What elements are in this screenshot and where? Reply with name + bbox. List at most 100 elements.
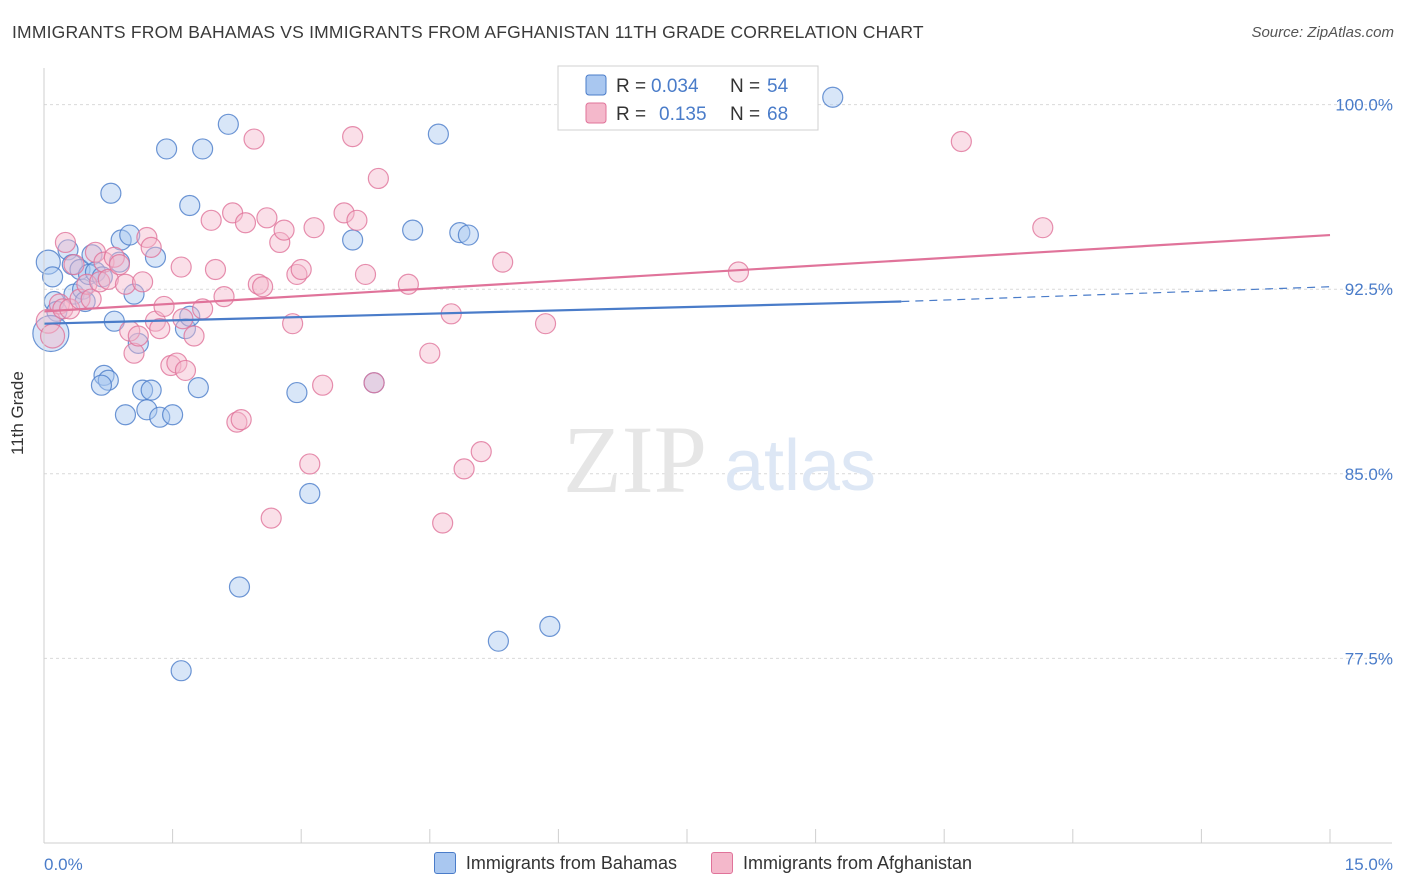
tick-layer: 100.0% 92.5% 85.0% 77.5% 0.0% 15.0% [44, 96, 1393, 874]
bottom-legend-item-afghanistan: Immigrants from Afghanistan [710, 852, 973, 874]
point-afghanistan [213, 285, 235, 308]
point-bahamas [539, 615, 561, 638]
point-bahamas [155, 138, 178, 160]
point-afghanistan [950, 130, 972, 153]
point-bahamas [81, 244, 103, 266]
points-layer [32, 86, 1054, 682]
point-afghanistan [35, 308, 61, 334]
point-afghanistan [470, 441, 492, 463]
point-afghanistan [299, 453, 321, 475]
point-afghanistan [312, 374, 334, 396]
point-afghanistan [367, 167, 389, 190]
point-afghanistan [269, 231, 291, 254]
point-afghanistan [363, 372, 385, 394]
point-bahamas [179, 194, 201, 217]
trend-line-afghanistan [43, 233, 1331, 313]
legend-n-label: N = [730, 104, 760, 125]
x-tick-label-min: 0.0% [44, 855, 83, 874]
point-afghanistan [354, 263, 377, 286]
point-afghanistan [1032, 217, 1054, 239]
point-afghanistan [63, 253, 85, 276]
point-bahamas [299, 482, 321, 505]
point-bahamas [119, 224, 141, 246]
y-tick-label: 77.5% [1345, 649, 1393, 668]
point-bahamas [162, 404, 184, 426]
point-afghanistan [200, 209, 222, 231]
point-afghanistan [260, 507, 282, 529]
point-afghanistan [397, 273, 419, 295]
point-bahamas [449, 222, 471, 244]
point-afghanistan [303, 217, 325, 239]
point-bahamas [487, 630, 509, 652]
point-afghanistan [230, 409, 252, 431]
point-afghanistan [93, 251, 115, 273]
point-afghanistan [492, 251, 514, 273]
legend-n-value-afghanistan: 68 [767, 104, 788, 125]
point-afghanistan [204, 258, 227, 281]
point-bahamas [90, 374, 113, 396]
point-bahamas [100, 182, 122, 204]
point-afghanistan [123, 342, 145, 364]
trend-layer [43, 233, 1331, 325]
y-tick-label: 85.0% [1345, 465, 1393, 484]
point-bahamas [41, 266, 64, 288]
point-afghanistan [97, 268, 119, 290]
legend-r-value-afghanistan: 0.135 [659, 104, 707, 125]
legend-n-value-bahamas: 54 [767, 76, 789, 97]
point-afghanistan [419, 342, 441, 364]
point-afghanistan [234, 212, 257, 234]
point-afghanistan [140, 236, 162, 258]
point-afghanistan [114, 273, 137, 295]
point-afghanistan [174, 359, 197, 382]
point-afghanistan [342, 126, 364, 148]
grid-layer [44, 104, 1392, 659]
point-afghanistan [131, 271, 154, 293]
point-afghanistan [346, 209, 368, 231]
point-bahamas [342, 229, 364, 251]
y-tick-label: 92.5% [1345, 280, 1393, 299]
point-afghanistan [149, 317, 171, 340]
point-afghanistan [243, 128, 265, 150]
legend-box: R = 0.034 N = 54 R = 0.135 N = 68 [557, 65, 819, 131]
point-afghanistan [54, 231, 77, 254]
point-afghanistan [290, 258, 312, 281]
trend-line-bahamas [43, 300, 902, 325]
point-afghanistan [170, 256, 192, 278]
x-tick-label-max: 15.0% [1345, 855, 1393, 874]
legend-r-label: R = [616, 76, 646, 97]
bottom-legend-label-bahamas: Immigrants from Bahamas [465, 852, 677, 873]
bottom-legend: Immigrants from Bahamas Immigrants from … [0, 852, 1406, 874]
source-label: Source: ZipAtlas.com [1251, 24, 1394, 41]
point-afghanistan [153, 295, 175, 318]
watermark-atlas: atlas [724, 426, 876, 506]
point-afghanistan [108, 253, 131, 276]
watermark: ZIP atlas [563, 406, 876, 513]
trend-line-extension-bahamas [901, 286, 1331, 303]
bottom-legend-label-afghanistan: Immigrants from Afghanistan [742, 852, 973, 873]
chart-title: IMMIGRANTS FROM BAHAMAS VS IMMIGRANTS FR… [12, 22, 924, 42]
point-bahamas [140, 379, 162, 401]
point-bahamas [402, 219, 424, 241]
bottom-legend-swatch-afghanistan [710, 852, 733, 874]
point-afghanistan [172, 308, 194, 330]
point-bahamas [170, 660, 192, 682]
point-afghanistan [256, 207, 278, 229]
point-afghanistan [534, 313, 557, 335]
watermark-zip: ZIP [563, 406, 707, 513]
point-bahamas [149, 406, 171, 428]
point-afghanistan [282, 313, 304, 335]
point-afghanistan [252, 276, 274, 298]
axes-layer [43, 68, 1392, 844]
point-bahamas [217, 113, 239, 135]
point-afghanistan [127, 325, 149, 347]
legend-n-label: N = [730, 76, 760, 97]
point-bahamas [822, 86, 844, 108]
point-afghanistan [183, 325, 205, 347]
bottom-legend-swatch-bahamas [433, 852, 456, 874]
point-bahamas [427, 123, 449, 145]
point-bahamas [457, 224, 479, 246]
legend-swatch-bahamas [585, 74, 607, 96]
legend-r-label: R = [616, 104, 646, 125]
point-bahamas [228, 576, 251, 598]
point-afghanistan [273, 219, 295, 241]
